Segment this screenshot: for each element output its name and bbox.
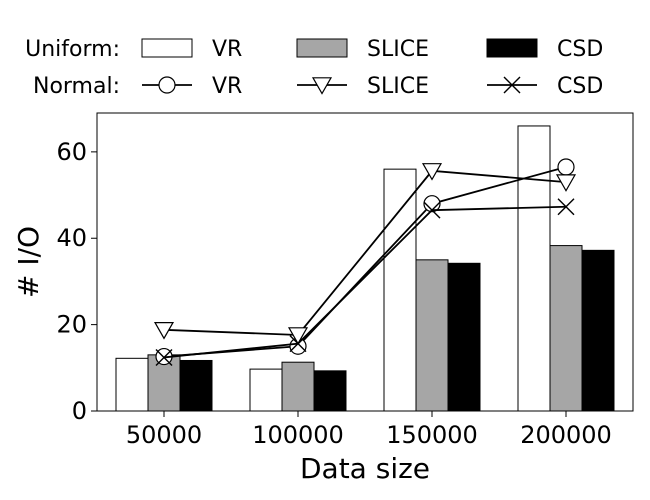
bar-slice-200000: [549, 245, 583, 412]
y-axis-title: # I/O: [12, 226, 45, 298]
legend-entry-uniform-csd: CSD: [486, 37, 603, 62]
line-series-normal-csd: [155, 198, 575, 366]
y-tick-label: 60: [56, 138, 87, 166]
legend-label: SLICE: [367, 37, 429, 62]
line-vr: [163, 166, 567, 358]
point-slice-50000: [153, 322, 175, 340]
legend-label: CSD: [557, 74, 603, 99]
bar-csd-100000: [313, 370, 347, 412]
y-axis: 0 20 40 60: [56, 138, 97, 425]
legend-entry-uniform-vr: VR: [141, 37, 242, 62]
bars: [115, 125, 615, 412]
x-marker-stroke: [289, 335, 307, 353]
legend-marker: [311, 77, 333, 95]
bar-vr-150000: [383, 168, 417, 412]
point-slice-100000: [287, 327, 309, 345]
legend-entry-normal-slice: SLICE: [297, 74, 429, 99]
point-csd-50000: [155, 348, 173, 366]
point-csd-100000: [289, 335, 307, 353]
legend-entry-normal-csd: CSD: [487, 74, 603, 99]
line-csd: [163, 205, 567, 359]
y-tick-label: 40: [56, 224, 87, 252]
point-csd-200000: [557, 198, 575, 216]
legend-label: SLICE: [367, 74, 429, 99]
point-vr-200000: [557, 158, 575, 176]
point-csd-150000: [423, 201, 441, 219]
legend-swatch: [296, 38, 348, 58]
x-axis: 50000 100000 150000 200000: [126, 411, 612, 449]
legend-label: VR: [212, 37, 242, 62]
legend: Uniform: VR SLICE CSD Normal: VR SLICE CSD: [25, 37, 603, 99]
bar-vr-50000: [115, 357, 149, 412]
point-vr-150000: [423, 195, 441, 213]
legend-swatch: [141, 38, 193, 58]
x-tick-label: 150000: [386, 421, 478, 449]
x-tick-label: 100000: [252, 421, 344, 449]
x-axis-title: Data size: [300, 452, 430, 485]
legend-swatch: [486, 38, 538, 58]
plot-frame: [96, 112, 634, 412]
line-series-normal-slice: [153, 163, 577, 345]
x-marker-stroke: [423, 201, 441, 219]
legend-marker: [503, 76, 521, 94]
bar-csd-50000: [179, 359, 213, 412]
x-marker-stroke: [503, 76, 521, 94]
y-tick-label: 0: [72, 397, 87, 425]
legend-entry-uniform-slice: SLICE: [296, 37, 429, 62]
bar-series-uniform-csd: [179, 249, 615, 412]
y-tick-label: 20: [56, 311, 87, 339]
legend-group-title: Uniform:: [25, 37, 120, 62]
legend-entry-normal-vr: VR: [142, 74, 242, 99]
bar-csd-200000: [581, 249, 615, 412]
x-marker-stroke: [557, 198, 575, 216]
bar-series-uniform-slice: [147, 245, 583, 412]
point-slice-150000: [421, 163, 443, 181]
x-tick-label: 200000: [520, 421, 612, 449]
bar-series-uniform-vr: [115, 125, 551, 412]
bar-slice-100000: [281, 361, 315, 412]
bar-csd-150000: [447, 262, 481, 412]
legend-marker: [158, 76, 176, 94]
legend-label: VR: [212, 74, 242, 99]
legend-label: CSD: [557, 37, 603, 62]
x-marker-stroke: [155, 348, 173, 366]
bar-slice-150000: [415, 259, 449, 412]
bar-vr-200000: [517, 125, 551, 412]
bar-vr-100000: [249, 368, 283, 412]
legend-group-title: Normal:: [33, 74, 120, 99]
line-slice: [163, 169, 567, 336]
lines: [153, 158, 577, 366]
line-series-normal-vr: [155, 158, 575, 366]
x-tick-label: 50000: [126, 421, 202, 449]
point-slice-200000: [555, 174, 577, 192]
